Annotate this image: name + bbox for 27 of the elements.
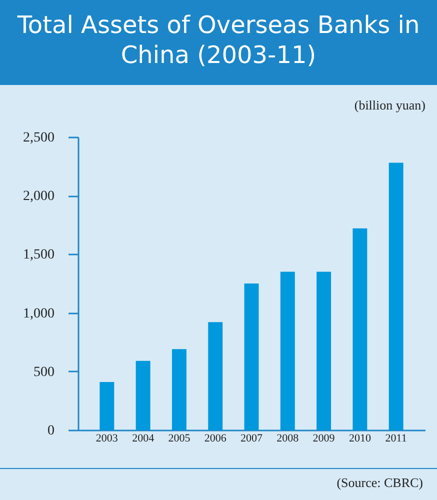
text: (Source: CBRC) xyxy=(336,475,423,491)
x-tick-label: 2006 xyxy=(204,432,227,444)
x-tick-label: 2011 xyxy=(385,432,407,444)
y-tick-label: 500 xyxy=(34,364,54,380)
bar xyxy=(352,228,368,430)
bar xyxy=(244,284,259,430)
x-tick-label: 2004 xyxy=(132,432,155,444)
bar xyxy=(388,162,404,430)
x-tick-label: 2008 xyxy=(276,432,300,444)
bar xyxy=(316,272,332,430)
bar xyxy=(100,382,114,430)
y-tick-label: 2,000 xyxy=(23,189,54,204)
bar xyxy=(136,360,150,430)
y-tick-label: 0 xyxy=(48,424,54,438)
y-tick-label: 1,500 xyxy=(23,248,54,263)
bar xyxy=(280,272,295,430)
bar xyxy=(208,322,223,430)
chart-title: Total Assets of Overseas Banks in China (2003-11) xyxy=(0,0,437,85)
y-tick-label: 2,500 xyxy=(23,130,54,146)
x-tick-label: 2003 xyxy=(96,432,118,444)
y-tick-label: 1,000 xyxy=(23,306,54,322)
y-axis-title: (billion yuan) xyxy=(354,98,426,112)
x-tick-label: 2007 xyxy=(240,432,263,444)
bar xyxy=(172,349,186,430)
x-tick-label: 2005 xyxy=(168,432,191,444)
x-tick-label: 2009 xyxy=(312,432,336,444)
x-tick-label: 2010 xyxy=(348,432,372,444)
